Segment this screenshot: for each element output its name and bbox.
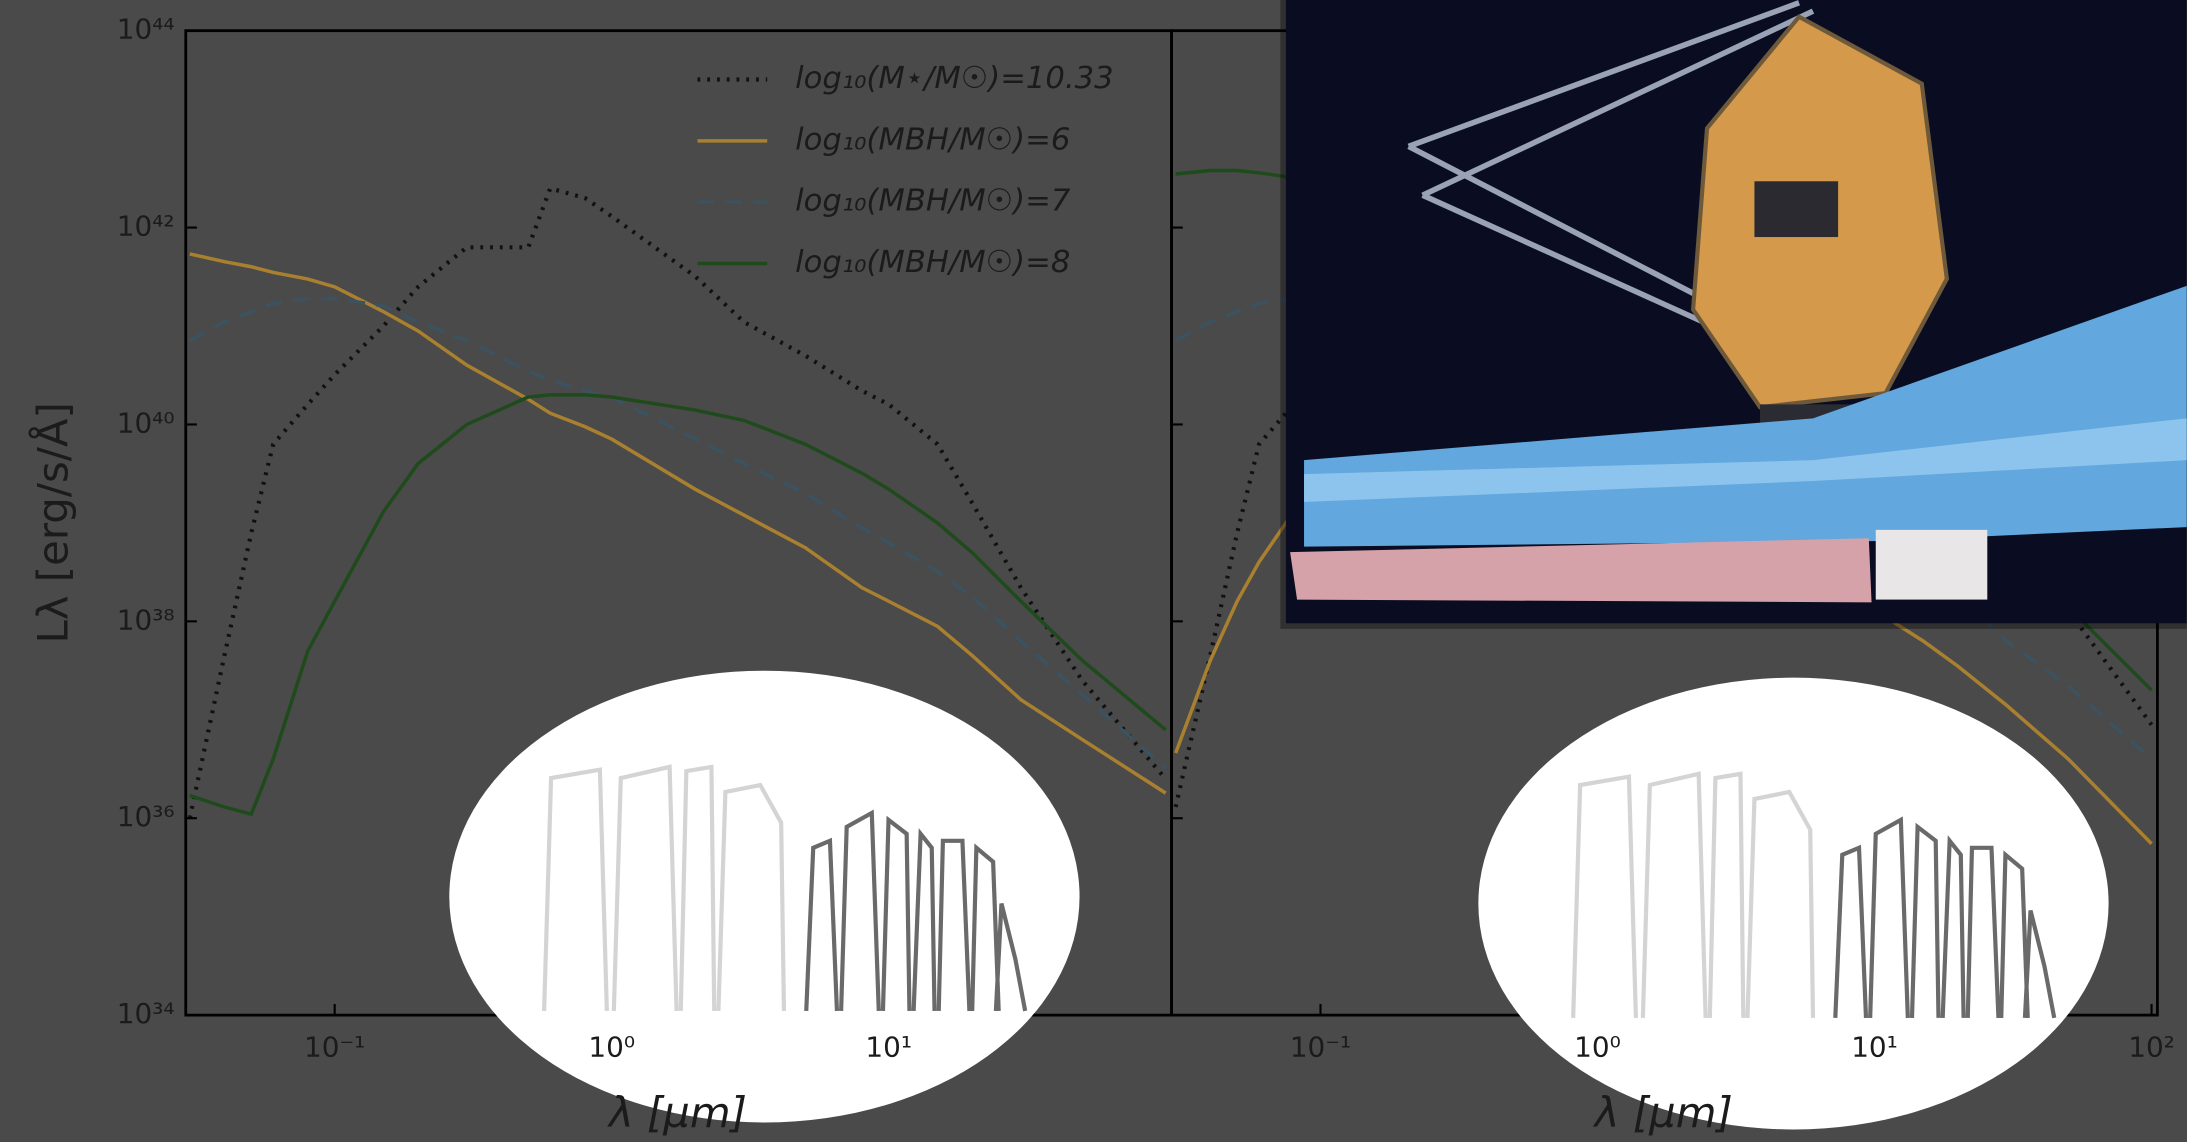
- filter-curve: [542, 764, 787, 1011]
- x-tick-label: 10²: [2128, 1031, 2175, 1064]
- y-tick-label: 10⁴⁴: [117, 13, 175, 46]
- filter-ellipse: [1478, 677, 2109, 1130]
- y-tick-label: 10⁴²: [117, 210, 175, 243]
- x-axis-label: λ [μm]: [607, 1088, 747, 1137]
- y-tick-label: 10³⁴: [117, 997, 175, 1030]
- legend-label: log₁₀(MBH/M☉)=6: [795, 122, 1070, 157]
- ellipse: [1478, 677, 2109, 1130]
- x-tick-label: 10¹: [865, 1031, 912, 1064]
- labels: Lλ [erg/s/Å] λ [μm] λ [μm] 10³⁴ 10³⁶ 10³⁸ 1…: [28, 13, 2175, 1137]
- telescope-image: [1280, 0, 2187, 629]
- x-tick-label: 10⁰: [1574, 1031, 1621, 1064]
- y-tick-label: 10⁴⁰: [117, 406, 175, 439]
- filter-curve: [804, 809, 1028, 1012]
- series-line: [189, 393, 1167, 817]
- y-axis-label: Lλ [erg/s/Å]: [28, 402, 78, 643]
- filter-overlays: [449, 670, 2109, 1130]
- instrument-module: [1754, 181, 1839, 238]
- solar-panel: [1875, 529, 1988, 600]
- filter-ellipse: [449, 670, 1080, 1123]
- series-line: [189, 252, 1167, 795]
- support-strut: [1407, 0, 1878, 393]
- panel: [187, 185, 1168, 819]
- x-tick-label: 10⁻¹: [304, 1031, 365, 1064]
- legend-label: log₁₀(M⋆/M☉)=10.33: [795, 61, 1114, 96]
- filter-curve: [1833, 816, 2057, 1019]
- legend-label: log₁₀(MBH/M☉)=7: [795, 184, 1071, 219]
- filter-curve: [1571, 771, 1816, 1018]
- ellipse: [449, 670, 1080, 1123]
- legend-label: log₁₀(MBH/M☉)=8: [795, 245, 1070, 280]
- sunshield-layer: [1304, 418, 2187, 502]
- spacecraft-bus: [1290, 538, 1872, 603]
- x-axis-label: λ [μm]: [1593, 1088, 1733, 1137]
- x-tick-label: 10⁻¹: [1290, 1031, 1351, 1064]
- y-tick-label: 10³⁶: [117, 800, 175, 833]
- plot-area: log₁₀(M⋆/M☉)=10.33 log₁₀(MBH/M☉)=6 log₁₀(M…: [184, 29, 2159, 1017]
- x-tick-label: 10⁰: [588, 1031, 635, 1064]
- y-tick-label: 10³⁸: [117, 603, 175, 636]
- series-line: [188, 296, 1167, 770]
- x-tick-label: 10¹: [1851, 1031, 1898, 1064]
- series-line: [187, 185, 1168, 819]
